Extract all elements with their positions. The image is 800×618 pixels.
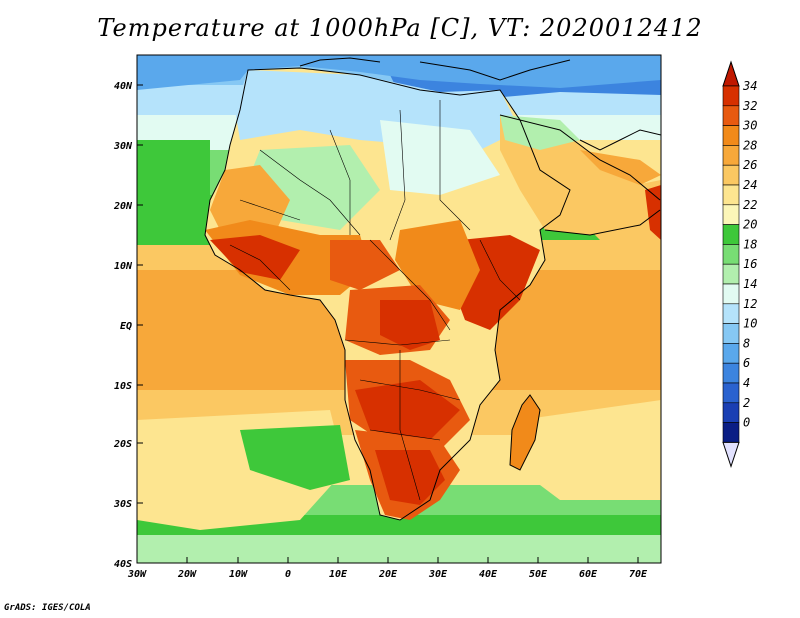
colorbar-swatch bbox=[722, 204, 740, 225]
lon-label: 40E bbox=[479, 569, 498, 580]
lon-label: 20W bbox=[177, 569, 197, 580]
colorbar-swatch bbox=[722, 343, 740, 364]
colorbar-swatch bbox=[722, 362, 740, 384]
colorbar-label: 10 bbox=[743, 317, 757, 331]
colorbar-swatch bbox=[722, 145, 740, 166]
colorbar-swatch bbox=[722, 382, 740, 404]
lon-label: 60E bbox=[579, 569, 598, 580]
lon-label: 30E bbox=[428, 569, 448, 580]
lat-label: 30S bbox=[113, 499, 132, 510]
lat-label: 20N bbox=[113, 201, 133, 212]
latitude-labels: 40N 30N 20N 10N EQ 10S 20S 30S 40S bbox=[113, 81, 133, 570]
colorbar-swatch bbox=[722, 283, 740, 305]
colorbar-label: 28 bbox=[743, 138, 757, 152]
colorbar-label: 30 bbox=[742, 119, 757, 133]
lat-label: 40S bbox=[114, 559, 132, 570]
colorbar-swatch bbox=[722, 402, 740, 423]
longitude-labels: 30W 20W 10W 0 10E 20E 30E 40E 50E 60E 70… bbox=[127, 569, 648, 580]
colorbar-label: 34 bbox=[742, 79, 757, 93]
colorbar-label: 24 bbox=[743, 178, 757, 192]
lat-label: 20S bbox=[113, 439, 132, 450]
colorbar-swatch bbox=[722, 164, 740, 186]
country-borders bbox=[229, 100, 521, 501]
grads-credit: GrADS: IGES/COLA bbox=[4, 603, 91, 613]
colorbar-label: 14 bbox=[743, 277, 757, 291]
colorbar-label: 2 bbox=[743, 396, 750, 410]
colorbar-swatch bbox=[722, 105, 740, 126]
colorbar-swatch bbox=[722, 125, 740, 146]
lon-label: 10W bbox=[229, 569, 248, 580]
colorbar-swatch bbox=[722, 244, 740, 265]
colorbar-bottom-arrow bbox=[722, 441, 740, 468]
colorbar-swatch bbox=[722, 85, 740, 107]
colorbar-label: 4 bbox=[743, 376, 750, 390]
colorbar-label: 22 bbox=[743, 198, 757, 212]
colorbar-label: 32 bbox=[742, 99, 757, 113]
colorbar-label: 12 bbox=[743, 297, 757, 311]
lon-label: 20E bbox=[378, 569, 398, 580]
colorbar-swatch bbox=[722, 263, 740, 285]
lat-label: 30N bbox=[113, 141, 133, 152]
africa-land bbox=[137, 55, 661, 520]
colorbar-label: 26 bbox=[743, 158, 757, 172]
lon-label: 70E bbox=[629, 569, 648, 580]
colorbar-label: 16 bbox=[743, 257, 757, 271]
colorbar-label: 20 bbox=[743, 218, 757, 232]
lat-label: 10S bbox=[114, 381, 132, 392]
colorbar-swatch bbox=[722, 303, 740, 324]
colorbar-swatch bbox=[722, 323, 740, 344]
lat-label: 40N bbox=[114, 81, 133, 92]
colorbar-swatch bbox=[722, 422, 740, 443]
lon-label: 50E bbox=[529, 569, 548, 580]
chart-title: Temperature at 1000hPa [C], VT: 20200124… bbox=[97, 14, 703, 42]
lat-label: EQ bbox=[120, 321, 132, 332]
colorbar-top-arrow bbox=[722, 60, 740, 87]
lon-label: 0 bbox=[285, 569, 291, 580]
colorbar-swatch bbox=[722, 224, 740, 245]
axis-ticks bbox=[137, 84, 639, 563]
colorbar-swatch bbox=[722, 184, 740, 206]
colorbar-label: 18 bbox=[743, 237, 757, 251]
lon-label: 10E bbox=[329, 569, 348, 580]
colorbar-label: 6 bbox=[743, 356, 750, 370]
colorbar-label: 0 bbox=[743, 416, 750, 430]
lat-label: 10N bbox=[114, 261, 133, 272]
map-frame bbox=[136, 54, 662, 564]
colorbar-label: 8 bbox=[743, 336, 750, 350]
lon-label: 30W bbox=[127, 569, 147, 580]
coastlines bbox=[204, 57, 661, 521]
